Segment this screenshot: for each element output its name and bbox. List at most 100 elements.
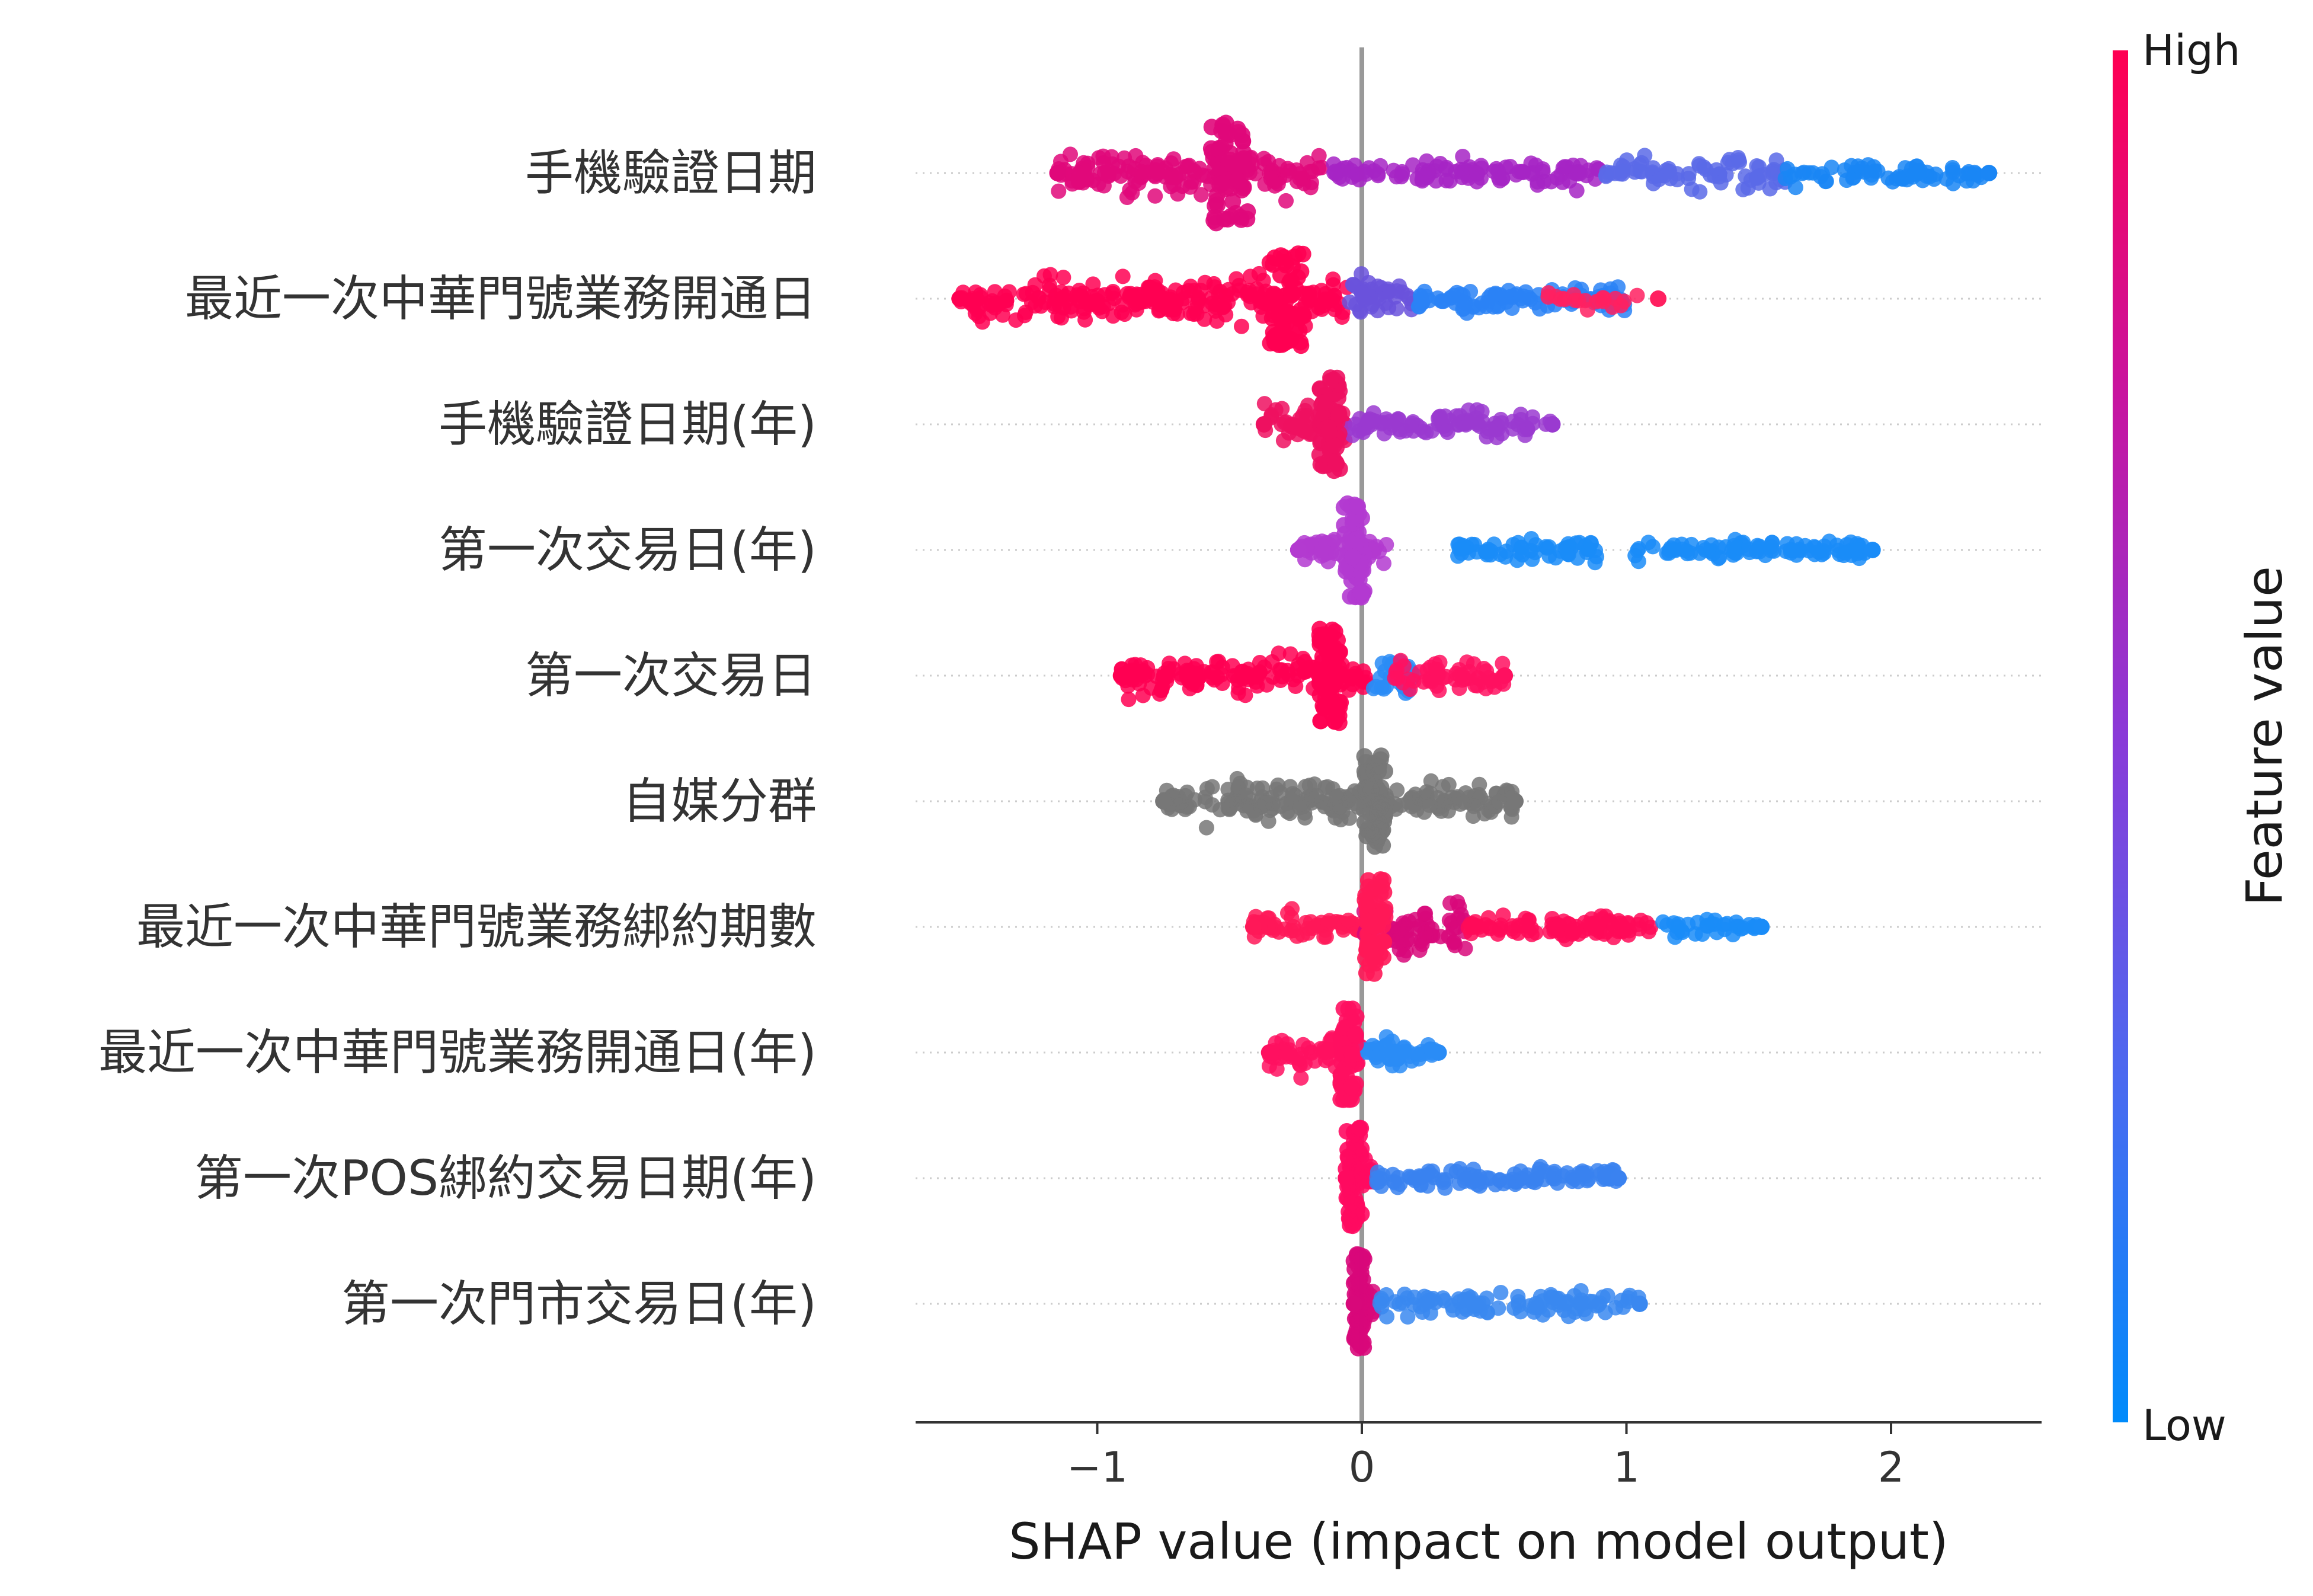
shap-point bbox=[1330, 707, 1348, 724]
shap-point bbox=[1232, 788, 1248, 804]
shap-point bbox=[1122, 182, 1138, 198]
shap-point bbox=[1334, 309, 1350, 325]
shap-point bbox=[1543, 174, 1559, 190]
shap-point bbox=[1389, 670, 1405, 686]
shap-point bbox=[1357, 164, 1373, 180]
shap-point bbox=[1566, 1288, 1582, 1304]
shap-point bbox=[1096, 165, 1112, 181]
shap-point bbox=[1784, 543, 1800, 558]
shap-point bbox=[1194, 187, 1209, 203]
shap-point bbox=[1278, 193, 1294, 209]
feature-row bbox=[1255, 369, 1561, 479]
shap-point bbox=[1674, 541, 1690, 557]
shap-point bbox=[1762, 181, 1778, 197]
shap-point bbox=[1282, 331, 1300, 348]
shap-point bbox=[1344, 548, 1361, 565]
shap-point bbox=[1567, 292, 1583, 308]
shap-point bbox=[1498, 549, 1514, 565]
shap-point bbox=[1340, 1150, 1357, 1167]
shap-point bbox=[1424, 423, 1440, 439]
shap-point bbox=[1645, 160, 1661, 176]
shap-point bbox=[1514, 539, 1530, 555]
shap-point bbox=[1284, 910, 1300, 926]
shap-point bbox=[1669, 919, 1685, 935]
shap-point bbox=[1257, 795, 1273, 811]
shap-point bbox=[1938, 171, 1954, 187]
shap-point bbox=[987, 284, 1003, 300]
shap-point bbox=[1147, 188, 1163, 204]
shap-point bbox=[1303, 180, 1319, 196]
shap-point bbox=[1193, 283, 1209, 299]
shap-point bbox=[1476, 661, 1492, 676]
shap-point bbox=[1346, 1330, 1363, 1347]
shap-point bbox=[1443, 290, 1459, 306]
shap-point bbox=[1650, 290, 1667, 307]
shap-point bbox=[1234, 663, 1250, 679]
shap-point bbox=[1111, 158, 1127, 174]
shap-point bbox=[1326, 437, 1343, 454]
shap-points bbox=[951, 114, 1998, 1357]
shap-point bbox=[1203, 119, 1220, 136]
shap-point bbox=[1382, 420, 1398, 436]
shap-point bbox=[1450, 789, 1466, 805]
shap-point bbox=[1399, 1290, 1415, 1306]
shap-point bbox=[1053, 284, 1069, 300]
shap-point bbox=[1509, 552, 1525, 568]
shap-point bbox=[1445, 921, 1461, 937]
shap-point bbox=[1207, 279, 1223, 295]
shap-point bbox=[1550, 1175, 1566, 1191]
shap-point bbox=[1681, 166, 1697, 182]
shap-point bbox=[1311, 687, 1329, 704]
shap-point bbox=[1443, 1163, 1459, 1179]
feature-label: 最近一次中華門號業務開通日 bbox=[185, 271, 817, 327]
shap-point bbox=[1492, 922, 1508, 938]
x-ticks: −1 0 1 2 bbox=[1067, 1422, 1904, 1492]
shap-point bbox=[1412, 791, 1428, 807]
shap-point bbox=[1166, 661, 1182, 677]
shap-point bbox=[1433, 929, 1448, 945]
shap-point bbox=[1095, 148, 1111, 164]
colorbar-low-label: Low bbox=[2142, 1400, 2226, 1450]
shap-point bbox=[1256, 151, 1272, 167]
shap-point bbox=[1018, 286, 1034, 302]
shap-point bbox=[1148, 669, 1165, 685]
x-tick-label: 2 bbox=[1878, 1443, 1905, 1492]
shap-point bbox=[1864, 542, 1881, 558]
shap-point bbox=[1448, 672, 1463, 687]
shap-point bbox=[995, 307, 1011, 323]
shap-point bbox=[1816, 545, 1832, 561]
x-tick-label: −1 bbox=[1067, 1443, 1128, 1492]
shap-point bbox=[1314, 159, 1329, 175]
shap-point bbox=[1282, 284, 1300, 301]
shap-point bbox=[1255, 416, 1272, 433]
shap-point bbox=[1350, 1121, 1367, 1138]
shap-point bbox=[1112, 667, 1130, 684]
shap-point bbox=[1557, 159, 1573, 175]
shap-point bbox=[1349, 498, 1366, 515]
shap-point bbox=[1369, 829, 1386, 846]
shap-point bbox=[1506, 1300, 1522, 1316]
shap-point bbox=[1320, 422, 1338, 439]
shap-point bbox=[1387, 1175, 1403, 1191]
shap-point bbox=[1352, 411, 1368, 427]
shap-point bbox=[1335, 1000, 1352, 1017]
shap-point bbox=[1105, 308, 1121, 324]
shap-point bbox=[1051, 183, 1067, 199]
shap-point bbox=[1467, 914, 1483, 930]
shap-point bbox=[1504, 918, 1520, 934]
shap-point bbox=[1450, 548, 1466, 564]
shap-point bbox=[1370, 763, 1387, 780]
shap-point bbox=[1338, 1170, 1355, 1186]
shap-point bbox=[1692, 184, 1708, 200]
shap-point bbox=[1496, 667, 1514, 684]
shap-point bbox=[1361, 957, 1378, 974]
shap-point bbox=[1341, 912, 1357, 928]
shap-point bbox=[1493, 1285, 1509, 1300]
shap-point bbox=[1726, 538, 1742, 554]
shap-point bbox=[1335, 499, 1352, 516]
shap-point bbox=[1198, 820, 1214, 836]
shap-point bbox=[1552, 291, 1568, 307]
shap-point bbox=[1495, 655, 1511, 671]
shap-point bbox=[1430, 1044, 1447, 1061]
